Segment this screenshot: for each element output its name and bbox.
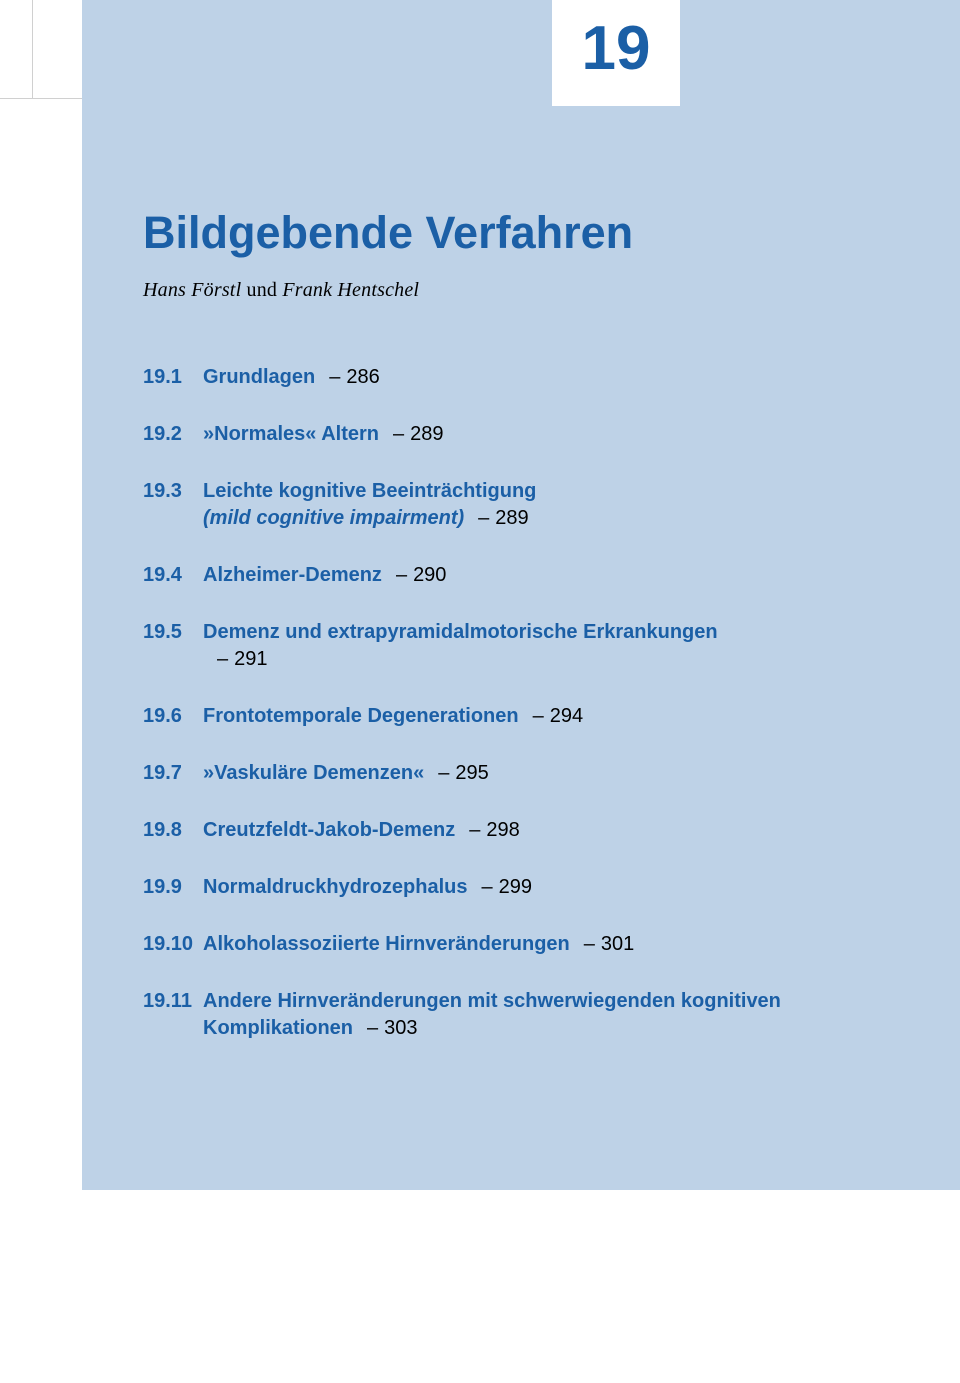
toc-entry: 19.7»Vaskuläre Demenzen«–295	[143, 760, 783, 787]
toc-entry: 19.6Frontotemporale Degenerationen–294	[143, 703, 783, 730]
toc-page: 289	[495, 507, 528, 529]
toc-label: Demenz und extrapyramidalmotorische Erkr…	[203, 621, 718, 643]
toc-page: 291	[234, 648, 267, 670]
content-block: Bildgebende Verfahren Hans Förstl und Fr…	[143, 210, 783, 1072]
toc-dash: –	[482, 876, 493, 898]
toc-number: 19.6	[143, 703, 203, 730]
toc-entry: 19.10Alkoholassoziierte Hirnveränderunge…	[143, 931, 783, 958]
toc-dash: –	[329, 366, 340, 388]
toc-dash: –	[367, 1017, 378, 1039]
toc-dash: –	[478, 507, 489, 529]
toc-page: 299	[499, 876, 532, 898]
toc-number: 19.7	[143, 760, 203, 787]
toc-label: Frontotemporale Degenerationen	[203, 705, 519, 727]
toc-label: Alzheimer-Demenz	[203, 564, 382, 586]
toc-label-wrap: Creutzfeldt-Jakob-Demenz–298	[203, 817, 783, 844]
chapter-number: 19	[582, 0, 651, 80]
toc-dash: –	[217, 648, 228, 670]
toc-label-wrap: Andere Hirnveränderungen mit schwerwiege…	[203, 988, 783, 1042]
toc-entry: 19.3Leichte kognitive Beeinträchtigung (m…	[143, 478, 783, 532]
toc-label: Leichte kognitive Beeinträchtigung	[203, 480, 536, 502]
toc-entry: 19.11Andere Hirnveränderungen mit schwer…	[143, 988, 783, 1042]
toc-entry: 19.2»Normales« Altern–289	[143, 421, 783, 448]
toc-label: Creutzfeldt-Jakob-Demenz	[203, 819, 455, 841]
toc-page: 294	[550, 705, 583, 727]
margin-rule-horizontal	[0, 98, 82, 99]
toc-number: 19.4	[143, 562, 203, 589]
toc-number: 19.2	[143, 421, 203, 448]
toc-label: »Normales« Altern	[203, 423, 379, 445]
toc-dash: –	[469, 819, 480, 841]
margin-rule-vertical	[32, 0, 33, 98]
toc-label-wrap: Leichte kognitive Beeinträchtigung (mild …	[203, 478, 783, 532]
toc-dash: –	[438, 762, 449, 784]
toc-number: 19.9	[143, 874, 203, 901]
toc-entry: 19.4Alzheimer-Demenz–290	[143, 562, 783, 589]
toc-number: 19.10	[143, 931, 203, 958]
toc-label-wrap: Normaldruckhydrozephalus–299	[203, 874, 783, 901]
toc-sublabel: (mild cognitive impairment)	[203, 507, 464, 529]
author-2: Frank Hentschel	[282, 279, 419, 301]
toc-page: 295	[455, 762, 488, 784]
toc-number: 19.5	[143, 619, 203, 646]
author-1: Hans Förstl	[143, 279, 241, 301]
toc-dash: –	[584, 933, 595, 955]
toc-page: 303	[384, 1017, 417, 1039]
toc-label: Normaldruckhydrozephalus	[203, 876, 468, 898]
toc-dash: –	[393, 423, 404, 445]
toc-label: Andere Hirnveränderungen mit schwerwiege…	[203, 990, 781, 1039]
authors-conjunction: und	[241, 279, 282, 301]
toc-page: 290	[413, 564, 446, 586]
toc-dash: –	[533, 705, 544, 727]
toc-list: 19.1Grundlagen–28619.2»Normales« Altern–…	[143, 364, 783, 1042]
toc-label: Alkoholassoziierte Hirnveränderungen	[203, 933, 570, 955]
toc-number: 19.11	[143, 988, 203, 1015]
toc-number: 19.3	[143, 478, 203, 505]
toc-dash: –	[396, 564, 407, 586]
toc-label-wrap: Alzheimer-Demenz–290	[203, 562, 783, 589]
toc-label-wrap: »Vaskuläre Demenzen«–295	[203, 760, 783, 787]
toc-label-wrap: Grundlagen–286	[203, 364, 783, 391]
page: 19 Bildgebende Verfahren Hans Förstl und…	[0, 0, 960, 1383]
toc-number: 19.1	[143, 364, 203, 391]
chapter-tab: 19	[552, 0, 680, 106]
toc-page: 289	[410, 423, 443, 445]
toc-entry: 19.9Normaldruckhydrozephalus–299	[143, 874, 783, 901]
toc-entry: 19.1Grundlagen–286	[143, 364, 783, 391]
toc-page: 301	[601, 933, 634, 955]
toc-label-wrap: Alkoholassoziierte Hirnveränderungen–301	[203, 931, 783, 958]
toc-label-wrap: »Normales« Altern–289	[203, 421, 783, 448]
toc-label: »Vaskuläre Demenzen«	[203, 762, 424, 784]
toc-label-wrap: Demenz und extrapyramidalmotorische Erkr…	[203, 619, 783, 673]
toc-entry: 19.8Creutzfeldt-Jakob-Demenz–298	[143, 817, 783, 844]
toc-label-wrap: Frontotemporale Degenerationen–294	[203, 703, 783, 730]
toc-page: 286	[346, 366, 379, 388]
toc-entry: 19.5Demenz und extrapyramidalmotorische …	[143, 619, 783, 673]
toc-page: 298	[486, 819, 519, 841]
chapter-title: Bildgebende Verfahren	[143, 210, 783, 255]
authors-line: Hans Förstl und Frank Hentschel	[143, 279, 783, 302]
toc-number: 19.8	[143, 817, 203, 844]
toc-label: Grundlagen	[203, 366, 315, 388]
